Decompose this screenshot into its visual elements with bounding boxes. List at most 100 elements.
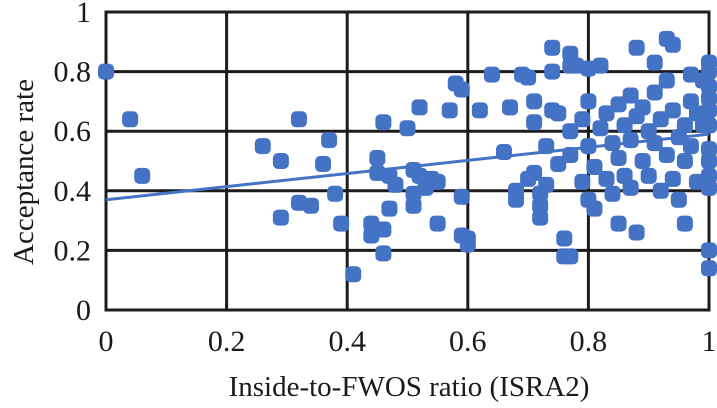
data-point-marker bbox=[580, 138, 597, 155]
data-point-marker bbox=[610, 96, 627, 113]
data-point-marker bbox=[682, 66, 699, 83]
data-point-marker bbox=[701, 63, 717, 80]
data-point-marker bbox=[483, 66, 500, 83]
data-point-marker bbox=[532, 209, 549, 226]
data-point-marker bbox=[586, 158, 603, 175]
data-point-marker bbox=[363, 215, 380, 232]
data-point-marker bbox=[658, 147, 675, 164]
data-point-marker bbox=[303, 197, 320, 214]
data-point-marker bbox=[622, 179, 639, 196]
data-point-marker bbox=[538, 176, 555, 193]
data-point-marker bbox=[290, 111, 307, 128]
data-point-marker bbox=[520, 69, 537, 86]
data-point-marker bbox=[321, 132, 338, 149]
y-tick-label: 0.4 bbox=[54, 175, 92, 208]
data-point-marker bbox=[381, 200, 398, 217]
data-point-marker bbox=[562, 248, 579, 265]
data-point-marker bbox=[369, 164, 386, 181]
data-point-marker bbox=[459, 236, 476, 253]
data-point-marker bbox=[453, 188, 470, 205]
data-point-marker bbox=[604, 185, 621, 202]
data-point-marker bbox=[272, 153, 289, 169]
data-point-marker bbox=[628, 224, 645, 241]
data-point-marker bbox=[345, 266, 362, 283]
data-point-marker bbox=[658, 72, 675, 89]
data-point-marker bbox=[333, 215, 350, 232]
data-point-marker bbox=[586, 200, 603, 217]
data-point-marker bbox=[616, 117, 633, 134]
data-point-marker bbox=[574, 111, 591, 128]
data-point-marker bbox=[634, 99, 651, 116]
data-point-marker bbox=[272, 209, 289, 226]
data-point-marker bbox=[592, 57, 609, 74]
data-point-marker bbox=[604, 135, 621, 152]
data-point-marker bbox=[538, 138, 555, 155]
data-point-marker bbox=[664, 170, 681, 187]
data-point-marker bbox=[646, 135, 663, 152]
data-point-marker bbox=[508, 182, 525, 199]
data-point-marker bbox=[701, 242, 717, 259]
data-point-marker bbox=[610, 215, 627, 232]
data-point-marker bbox=[526, 114, 543, 131]
x-tick-label: 0.4 bbox=[328, 325, 366, 358]
data-point-marker bbox=[327, 185, 344, 202]
data-point-marker bbox=[670, 191, 687, 208]
data-point-marker bbox=[98, 63, 114, 80]
data-point-marker bbox=[688, 173, 705, 190]
data-point-marker bbox=[580, 60, 597, 77]
x-tick-label: 0.6 bbox=[449, 325, 487, 358]
data-point-marker bbox=[682, 138, 699, 155]
x-tick-label: 0.8 bbox=[570, 325, 608, 358]
data-point-marker bbox=[122, 111, 139, 128]
data-point-marker bbox=[646, 84, 663, 101]
data-point-marker bbox=[652, 111, 669, 128]
data-point-marker bbox=[598, 105, 615, 122]
data-point-marker bbox=[622, 132, 639, 149]
y-tick-label: 0.6 bbox=[54, 115, 92, 148]
data-point-marker bbox=[544, 63, 561, 80]
x-tick-label: 1 bbox=[702, 325, 717, 358]
data-point-marker bbox=[495, 144, 512, 161]
data-point-marker bbox=[574, 173, 591, 190]
data-point-marker bbox=[550, 105, 567, 122]
data-point-marker bbox=[701, 90, 717, 107]
data-point-marker bbox=[502, 99, 519, 116]
data-point-marker bbox=[676, 153, 693, 169]
data-point-marker bbox=[628, 39, 645, 56]
data-point-marker bbox=[375, 221, 392, 238]
x-axis-tick-labels: 0 0.2 0.4 0.6 0.8 1 bbox=[99, 325, 717, 358]
data-point-marker bbox=[664, 36, 681, 53]
data-point-marker bbox=[429, 173, 446, 190]
data-point-marker bbox=[580, 93, 597, 110]
data-point-marker bbox=[676, 117, 693, 134]
data-point-marker bbox=[399, 120, 416, 137]
data-point-marker bbox=[676, 215, 693, 232]
y-axis-tick-labels: 0 0.2 0.4 0.6 0.8 1 bbox=[54, 0, 92, 327]
data-point-marker bbox=[556, 230, 573, 247]
data-point-marker bbox=[701, 153, 717, 169]
data-point-marker bbox=[544, 39, 561, 56]
y-axis-title: Acceptance rate bbox=[8, 79, 40, 265]
data-point-marker bbox=[532, 197, 549, 214]
data-point-marker bbox=[652, 182, 669, 199]
data-points bbox=[98, 30, 717, 283]
data-point-marker bbox=[471, 102, 488, 119]
data-point-marker bbox=[701, 167, 717, 184]
data-point-marker bbox=[375, 114, 392, 131]
x-tick-label: 0 bbox=[99, 325, 114, 358]
y-tick-label: 0.2 bbox=[54, 234, 92, 267]
data-point-marker bbox=[526, 164, 543, 181]
data-point-marker bbox=[550, 155, 567, 172]
data-point-marker bbox=[701, 179, 717, 196]
data-point-marker bbox=[664, 102, 681, 119]
data-point-marker bbox=[453, 81, 470, 98]
data-point-marker bbox=[363, 227, 380, 244]
data-point-marker bbox=[315, 155, 332, 172]
data-point-marker bbox=[369, 150, 386, 167]
data-point-marker bbox=[405, 185, 422, 202]
y-tick-label: 0.8 bbox=[54, 56, 92, 89]
data-point-marker bbox=[411, 99, 428, 116]
y-tick-label: 1 bbox=[76, 0, 91, 29]
data-point-marker bbox=[429, 215, 446, 232]
